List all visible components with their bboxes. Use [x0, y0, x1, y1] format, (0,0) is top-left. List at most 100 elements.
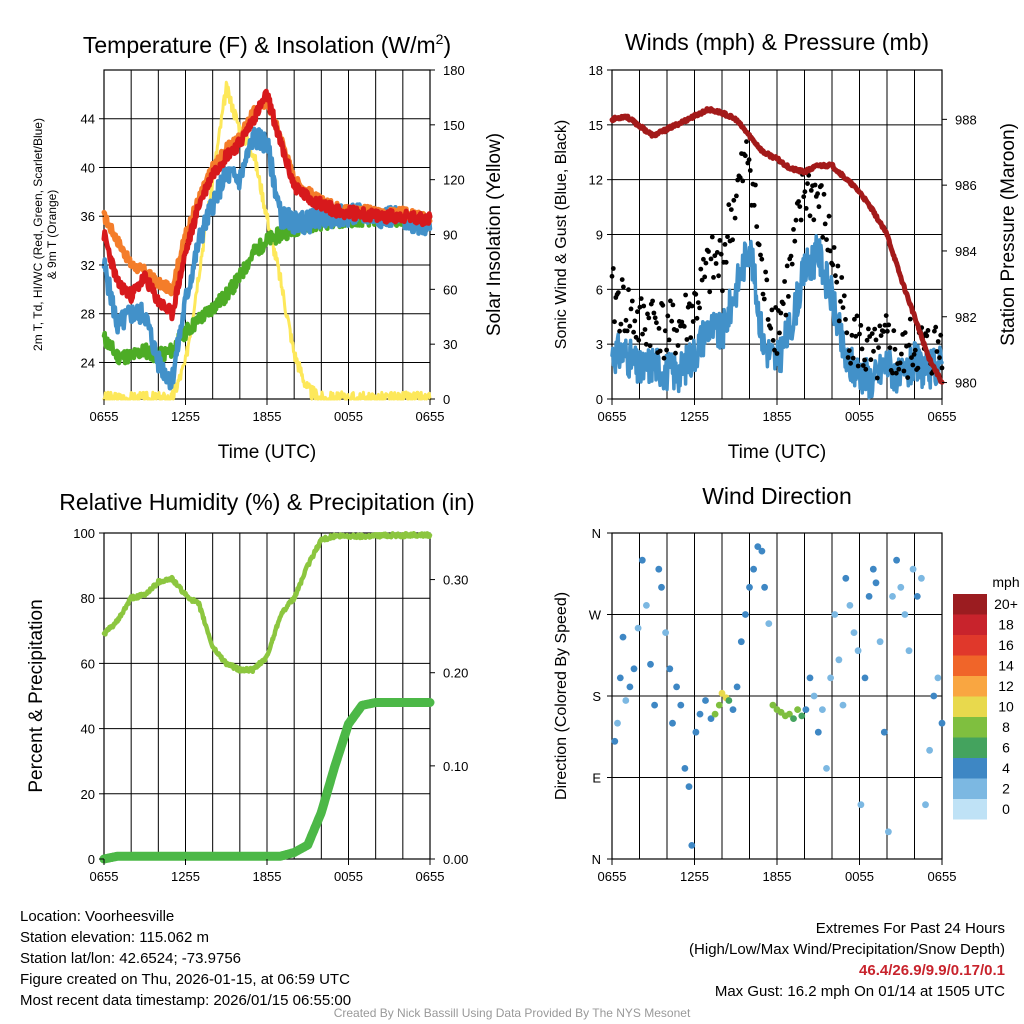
- gust-point: [711, 275, 716, 280]
- temp-x-tick-label: 1255: [171, 409, 200, 424]
- gust-point: [840, 305, 846, 310]
- speed-legend-label: 20+: [994, 596, 1018, 612]
- rh-x-tick-label: 1255: [171, 869, 200, 884]
- wind-x-tick-label: 0655: [598, 409, 627, 424]
- temp-y2-tick-label: 30: [443, 337, 457, 352]
- direction-point: [869, 565, 877, 573]
- latest-data-text: Most recent data timestamp: 2026/01/15 0…: [20, 992, 352, 1009]
- gust-point: [896, 366, 902, 372]
- gust-point: [910, 362, 916, 368]
- direction-point: [611, 737, 619, 745]
- gust-point: [788, 253, 794, 259]
- gust-point: [707, 289, 713, 295]
- gust-point: [731, 197, 737, 203]
- gust-point: [937, 355, 942, 361]
- direction-point: [876, 638, 884, 646]
- direction-point: [619, 633, 627, 641]
- gust-point: [725, 234, 730, 240]
- gust-point: [811, 217, 817, 223]
- direction-point: [857, 801, 865, 809]
- direction-point: [685, 783, 693, 790]
- temp-x-axis-label: Time (UTC): [218, 442, 317, 463]
- speed-legend-swatch: [953, 758, 987, 779]
- rh-y-tick-label: 100: [73, 526, 95, 541]
- gust-point: [768, 325, 774, 331]
- gust-point: [683, 292, 688, 298]
- wind-y-tick-label: 9: [596, 228, 603, 243]
- speed-legend-swatch: [953, 717, 987, 738]
- gust-point: [906, 342, 912, 348]
- gust-point: [754, 224, 760, 230]
- credit-text: Created By Nick Bassill Using Data Provi…: [333, 1006, 691, 1020]
- gust-point: [723, 259, 729, 265]
- gust-point: [657, 348, 663, 354]
- direction-point: [669, 719, 676, 727]
- temp-y-tick-label: 44: [81, 112, 95, 127]
- gust-point: [892, 346, 898, 352]
- direction-point: [630, 665, 638, 673]
- gust-point: [824, 237, 829, 243]
- gust-point: [833, 273, 838, 279]
- gust-point: [850, 355, 856, 361]
- speed-legend-title: mph: [992, 574, 1019, 590]
- direction-point: [725, 697, 733, 704]
- gust-point: [688, 335, 694, 340]
- speed-legend-label: 6: [1002, 740, 1010, 756]
- station-pressure-line: [609, 106, 945, 385]
- gust-point: [843, 317, 848, 322]
- location-text: Location: Voorheesville: [20, 908, 175, 925]
- rh-y2-tick-label: 0.20: [443, 666, 468, 681]
- gust-point: [784, 263, 790, 269]
- gust-point: [635, 309, 640, 315]
- gust-point: [650, 298, 655, 304]
- speed-legend-label: 0: [1002, 801, 1010, 817]
- direction-point: [729, 706, 737, 713]
- direction-point: [872, 579, 880, 587]
- gust-point: [907, 316, 913, 322]
- gust-point: [821, 191, 827, 197]
- temp-y2-tick-label: 60: [443, 282, 457, 297]
- speed-legend-swatch: [953, 778, 987, 799]
- direction-point: [922, 801, 929, 809]
- gust-point: [897, 360, 903, 366]
- direction-point: [861, 674, 869, 682]
- gust-point: [716, 273, 721, 279]
- gust-point: [876, 345, 881, 350]
- gust-point: [846, 348, 852, 353]
- wind-x-tick-label: 1255: [680, 409, 709, 424]
- gust-point: [893, 370, 899, 376]
- gust-point: [660, 302, 666, 308]
- speed-legend-label: 14: [998, 658, 1014, 674]
- temp-title-sup: 2: [436, 31, 444, 47]
- gust-point: [859, 346, 865, 352]
- direction-point: [761, 583, 768, 591]
- gust-point: [905, 375, 911, 380]
- gust-point: [697, 305, 702, 311]
- gust-point: [769, 307, 775, 313]
- gust-point: [891, 328, 897, 334]
- speed-legend-swatch: [953, 737, 987, 758]
- direction-point: [647, 660, 654, 668]
- direction-point: [823, 765, 830, 772]
- gust-point: [666, 337, 672, 343]
- gust-point: [623, 317, 629, 323]
- gust-point: [819, 183, 824, 188]
- gust-point: [664, 347, 669, 353]
- gust-point: [933, 324, 939, 330]
- speed-legend-swatch: [953, 676, 987, 697]
- gust-point: [617, 328, 622, 334]
- gust-point: [669, 318, 675, 324]
- gust-point: [935, 339, 941, 344]
- extremes-values: 46.4/26.9/9.9/0.17/0.1: [859, 962, 1005, 979]
- temp-y2-tick-label: 0: [443, 392, 450, 407]
- extremes-title: Extremes For Past 24 Hours: [815, 920, 1005, 937]
- gust-point: [802, 189, 808, 195]
- gust-point: [612, 319, 617, 325]
- gust-point: [610, 266, 616, 271]
- direction-point: [733, 683, 741, 691]
- gust-point: [831, 245, 837, 250]
- gust-point: [638, 296, 644, 301]
- temp-y2-axis-label: Solar Insolation (Yellow): [484, 133, 505, 336]
- direction-point: [786, 710, 793, 718]
- dir-x-tick-label: 0055: [845, 869, 874, 884]
